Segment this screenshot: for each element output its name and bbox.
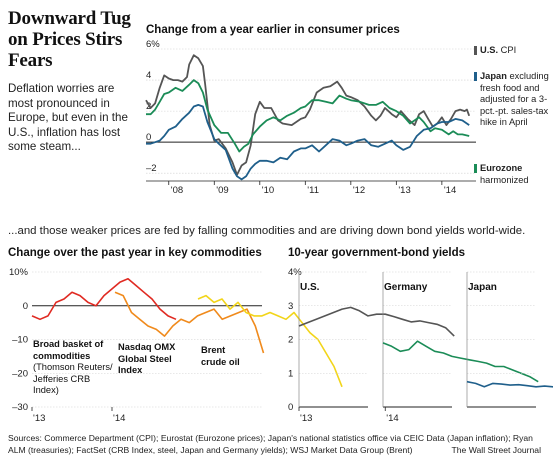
label-crb-desc: (Thomson Reuters/ Jefferies CRB Index)	[33, 362, 113, 395]
legend-eurozone-name: Eurozone	[480, 163, 523, 173]
bond-x-tick-label: '13	[300, 413, 312, 424]
top-y-tick-label: 4	[146, 70, 151, 81]
label-crb: Broad basket of commodities (Thomson Reut…	[33, 339, 115, 397]
top-x-tick-label: '12	[353, 185, 365, 196]
top-x-tick-label: '09	[216, 185, 228, 196]
consumer-prices-chart: 6% 4 2 0 –2 '08 '09 '10 '11 '12 '13 '14	[145, 39, 476, 196]
comm-x-tick-label: '14	[113, 413, 125, 424]
label-steel-name: Nasdaq OMX Global Steel Index	[118, 342, 176, 375]
commodities-title: Change over the past year in key commodi…	[8, 247, 262, 259]
dek-text: Deflation worries are most pronounced in…	[8, 82, 128, 154]
series-line-japan	[146, 104, 470, 181]
sources-note: Sources: Commerce Department (CPI); Euro…	[8, 433, 533, 455]
bond-y-tick-label: 2	[288, 335, 293, 346]
legend-eurozone-desc: harmonized	[480, 174, 529, 185]
series-line-crb	[31, 278, 177, 321]
label-brent-name: Brent crude oil	[201, 345, 240, 367]
comm-y-tick-label: –30	[12, 402, 28, 413]
legend-eurozone-swatch	[474, 164, 477, 173]
legend-japan-name: Japan	[480, 71, 507, 81]
series-line-yield_us	[298, 306, 455, 337]
legend-japan-swatch	[474, 72, 477, 81]
legend-us-name: U.S.	[480, 45, 499, 55]
comm-y-tick-label: –10	[12, 335, 28, 346]
headline: Downward Tug on Prices Stirs Fears	[8, 8, 131, 71]
legend-us-swatch	[474, 46, 477, 55]
label-steel: Nasdaq OMX Global Steel Index	[118, 342, 188, 377]
top-y-tick-label: 2	[146, 101, 151, 112]
label-brent: Brent crude oil	[201, 345, 251, 368]
top-x-tick-label: '10	[262, 185, 274, 196]
comm-x-tick-label: '13	[33, 413, 45, 424]
comm-y-tick-label: 0	[23, 301, 28, 312]
top-y-tick-label: 0	[146, 132, 151, 143]
series-line-eurozone	[146, 79, 470, 153]
series-line-yield_germany	[382, 340, 539, 383]
label-crb-name: Broad basket of commodities	[33, 339, 104, 361]
series-line-us	[145, 54, 471, 176]
label-yield-germany: Germany	[384, 282, 428, 293]
comm-y-tick-label: –20	[12, 368, 28, 379]
credit-line: The Wall Street Journal	[451, 445, 541, 455]
bond-yields-title: 10-year government-bond yields	[288, 247, 466, 259]
bond-x-tick-label: '14	[386, 413, 398, 424]
mid-text: ...and those weaker prices are fed by fa…	[8, 225, 526, 237]
label-yield-us: U.S.	[300, 282, 320, 293]
legend-us: U.S. CPI	[474, 45, 552, 57]
bond-y-tick-label: 4%	[288, 267, 302, 278]
series-line-steel	[114, 291, 265, 354]
top-x-tick-label: '14	[444, 185, 456, 196]
top-x-tick-label: '08	[171, 185, 183, 196]
comm-y-tick-label: 10%	[9, 267, 29, 278]
legend-japan: Japan excluding fresh food and adjusted …	[474, 71, 552, 129]
top-x-tick-label: '11	[307, 185, 319, 196]
bond-y-tick-label: 1	[288, 368, 293, 379]
legend-japan-desc: excluding fresh food and adjusted for a …	[480, 71, 549, 127]
top-x-tick-label: '13	[398, 185, 410, 196]
top-y-tick-label: –2	[146, 163, 157, 174]
bond-yields-chart: 4% 3 2 1 0 '13 '14	[288, 267, 553, 424]
legend-eurozone: Eurozone harmonized	[474, 163, 552, 186]
bond-y-tick-label: 3	[288, 301, 293, 312]
series-line-yield_japan	[466, 380, 553, 388]
top-y-tick-label: 6%	[146, 39, 160, 50]
label-yield-japan: Japan	[468, 282, 497, 293]
consumer-prices-title: Change from a year earlier in consumer p…	[146, 24, 400, 36]
bond-y-tick-label: 0	[288, 402, 293, 413]
legend-us-desc: CPI	[498, 45, 517, 55]
